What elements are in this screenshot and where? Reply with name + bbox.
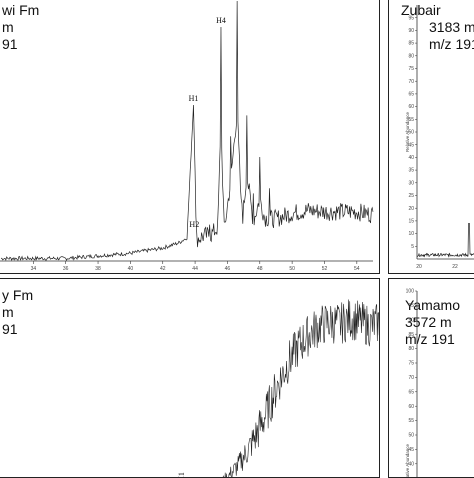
x-tick-label: 42 bbox=[160, 266, 166, 272]
x-tick-label: 38 bbox=[95, 266, 101, 272]
y-tick-label: 20 bbox=[408, 206, 414, 212]
y-tick-label: 30 bbox=[408, 180, 414, 186]
y-tick-label: 50 bbox=[408, 433, 414, 439]
y-tick-label: 60 bbox=[408, 404, 414, 410]
y-tick-label: 85 bbox=[408, 41, 414, 47]
y-tick-label: 25 bbox=[408, 193, 414, 199]
y-tick-label: 90 bbox=[408, 28, 414, 34]
depth-label: 3183 m bbox=[429, 19, 474, 35]
depth-label: m bbox=[2, 304, 14, 320]
y-tick-label: 35 bbox=[408, 168, 414, 174]
x-tick-label: 20 bbox=[416, 264, 422, 270]
y-tick-label: 45 bbox=[408, 142, 414, 148]
chromatogram-panel-bottom-right: Yamamo 3572 m m/z 191 100 95 90 85 80 75 70 65 6… bbox=[388, 278, 474, 478]
chromatogram-panel-top-right: Zubair 3183 m m/z 191 95 90 85 80 75 70 65 60 55… bbox=[388, 0, 474, 274]
y-axis-label: Relative Abundance bbox=[405, 443, 410, 478]
x-axis-label: Time (min) bbox=[173, 273, 195, 274]
chromatogram-panel-top-left: wi Fm m 91 34 36 38 40 42 44 46 48 50 52 54 Time (m… bbox=[0, 0, 380, 274]
y-tick-label: 75 bbox=[408, 361, 414, 367]
y-tick-label: 85 bbox=[408, 332, 414, 338]
chromatogram-plot-top-right: 95 90 85 80 75 70 65 60 55 50 45 40 35 30 25 20 15 10 5 Rel… bbox=[405, 5, 474, 270]
y-tick-label: 55 bbox=[408, 418, 414, 424]
y-tick-label: 100 bbox=[406, 289, 415, 295]
y-tick-group: 95 90 85 80 75 70 65 60 55 50 45 40 35 30 25 20 15 10 5 bbox=[408, 15, 417, 250]
x-tick-group: 20 22 bbox=[416, 264, 458, 270]
peak-label: H4 bbox=[216, 16, 226, 25]
x-tick-label: 40 bbox=[128, 266, 134, 272]
mz-label: 91 bbox=[2, 36, 18, 52]
y-tick-group: 100 95 90 85 80 75 70 65 60 55 50 45 40 bbox=[406, 289, 417, 467]
chromatogram-trace bbox=[416, 223, 474, 258]
chromatogram-trace bbox=[222, 299, 379, 477]
x-tick-group: 34 36 38 40 42 44 46 48 50 52 54 bbox=[31, 261, 360, 272]
y-tick-label: 10 bbox=[408, 231, 414, 237]
formation-label: Zubair bbox=[401, 2, 441, 18]
chromatogram-plot-bottom-left: H1 bbox=[177, 299, 379, 478]
y-tick-label: 45 bbox=[408, 447, 414, 453]
chromatogram-trace bbox=[0, 0, 374, 262]
y-tick-label: 55 bbox=[408, 117, 414, 123]
x-tick-label: 48 bbox=[257, 266, 263, 272]
formation-label: y Fm bbox=[2, 287, 34, 303]
chromatogram-panel-bottom-left: y Fm m 91 H1 bbox=[0, 278, 380, 478]
y-tick-label: 40 bbox=[408, 155, 414, 161]
y-tick-label: 90 bbox=[408, 317, 414, 323]
y-tick-label: 75 bbox=[408, 66, 414, 72]
x-tick-label: 52 bbox=[322, 266, 328, 272]
peak-label: H2 bbox=[189, 220, 199, 229]
peak-label: H1 bbox=[189, 94, 199, 103]
y-tick-label: 80 bbox=[408, 346, 414, 352]
x-tick-label: 44 bbox=[192, 266, 198, 272]
x-tick-label: 36 bbox=[63, 266, 69, 272]
x-tick-label: 46 bbox=[225, 266, 231, 272]
mz-label: m/z 191 bbox=[405, 331, 455, 347]
y-tick-label: 70 bbox=[408, 375, 414, 381]
x-tick-label: 22 bbox=[452, 264, 458, 270]
depth-label: m bbox=[2, 19, 14, 35]
mz-label: 91 bbox=[2, 321, 18, 337]
y-tick-label: 95 bbox=[408, 15, 414, 21]
y-tick-label: 95 bbox=[408, 303, 414, 309]
mz-label: m/z 191 bbox=[429, 36, 474, 52]
x-tick-label: 50 bbox=[289, 266, 295, 272]
y-tick-label: 50 bbox=[408, 130, 414, 136]
x-tick-label: 54 bbox=[354, 266, 360, 272]
formation-label: Yamamo bbox=[405, 297, 460, 313]
y-tick-label: 15 bbox=[408, 219, 414, 225]
x-tick-label: 34 bbox=[31, 266, 37, 272]
formation-label: wi Fm bbox=[2, 2, 40, 18]
y-tick-label: 70 bbox=[408, 79, 414, 85]
peak-label: H1 bbox=[177, 472, 186, 478]
y-tick-label: 60 bbox=[408, 104, 414, 110]
y-tick-label: 65 bbox=[408, 92, 414, 98]
y-tick-label: 40 bbox=[408, 461, 414, 467]
y-tick-label: 5 bbox=[411, 244, 414, 250]
y-axis-label: Relative Abundance bbox=[405, 111, 410, 152]
chromatogram-plot-top-left: 34 36 38 40 42 44 46 48 50 52 54 Time (min) H1 H2 H4 bbox=[0, 0, 374, 274]
y-tick-label: 65 bbox=[408, 389, 414, 395]
y-tick-label: 80 bbox=[408, 53, 414, 59]
